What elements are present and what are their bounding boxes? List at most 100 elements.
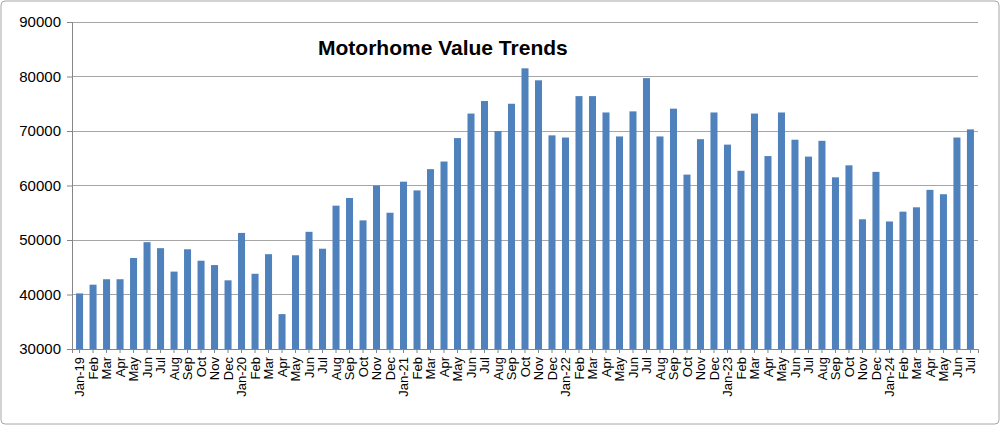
- chart: 30000400005000060000700008000090000Jan-1…: [0, 0, 1000, 425]
- bar: [589, 96, 596, 349]
- bar: [117, 279, 124, 349]
- bar: [656, 136, 663, 349]
- x-tick-mark: [336, 349, 337, 353]
- x-tick-mark: [592, 349, 593, 353]
- y-axis-line: [67, 23, 73, 350]
- bar: [279, 314, 286, 349]
- x-tick-mark: [268, 349, 269, 353]
- x-tick-mark: [754, 349, 755, 353]
- bar: [400, 182, 407, 349]
- y-tick-mark: [67, 240, 72, 241]
- y-tick-label: 90000: [19, 13, 61, 30]
- y-tick: 70000: [19, 122, 72, 139]
- plot: 30000400005000060000700008000090000Jan-1…: [19, 13, 978, 396]
- bar: [818, 141, 825, 349]
- x-tick-mark: [781, 349, 782, 353]
- x-tick-mark: [673, 349, 674, 353]
- bars: [76, 68, 974, 349]
- x-tick-mark: [228, 349, 229, 353]
- x-tick-mark: [498, 349, 499, 353]
- x-tick-mark: [551, 349, 552, 353]
- bar: [76, 293, 83, 349]
- x-tick-mark: [282, 349, 283, 353]
- bar: [306, 232, 313, 349]
- x-tick-mark: [160, 349, 161, 353]
- x-tick-mark: [794, 349, 795, 353]
- x-tick-mark: [538, 349, 539, 353]
- bar: [737, 171, 744, 349]
- x-tick-mark: [106, 349, 107, 353]
- x-tick-mark: [889, 349, 890, 353]
- y-tick-label: 40000: [19, 286, 61, 303]
- x-tick-mark: [93, 349, 94, 353]
- x-tick-mark: [201, 349, 202, 353]
- bar: [764, 156, 771, 349]
- x-tick-mark: [848, 349, 849, 353]
- y-tick-label: 70000: [19, 122, 61, 139]
- x-tick-mark: [214, 349, 215, 353]
- bar: [616, 136, 623, 349]
- x-tick-mark: [565, 349, 566, 353]
- x-tick-mark: [808, 349, 809, 353]
- bar: [481, 101, 488, 349]
- y-tick-mark: [67, 77, 72, 78]
- y-tick: 40000: [19, 286, 72, 303]
- bar: [926, 190, 933, 349]
- y-tick-mark: [67, 22, 72, 23]
- y-tick: 30000: [19, 340, 72, 357]
- bar: [292, 255, 299, 349]
- x-tick-mark: [187, 349, 188, 353]
- bar: [454, 138, 461, 349]
- bar: [211, 265, 218, 349]
- bar: [130, 258, 137, 349]
- bar: [832, 177, 839, 349]
- x-tick-mark: [970, 349, 971, 353]
- x-tick-mark: [309, 349, 310, 353]
- x-tick-mark: [821, 349, 822, 353]
- bar: [265, 254, 272, 349]
- bar: [859, 219, 866, 349]
- y-tick-label: 80000: [19, 68, 61, 85]
- bar: [157, 248, 164, 349]
- x-tick-mark: [295, 349, 296, 353]
- x-tick-mark: [632, 349, 633, 353]
- bar: [373, 186, 380, 350]
- x-tick-mark: [578, 349, 579, 353]
- bar: [953, 138, 960, 349]
- x-tick-mark: [133, 349, 134, 353]
- bar: [778, 112, 785, 349]
- bar: [535, 80, 542, 349]
- bar: [346, 198, 353, 349]
- x-tick-mark: [390, 349, 391, 353]
- bar: [710, 112, 717, 349]
- x-tick-mark: [916, 349, 917, 353]
- bar: [872, 172, 879, 349]
- bar: [697, 139, 704, 349]
- bar: [521, 68, 528, 349]
- x-tick-mark: [619, 349, 620, 353]
- x-tick-mark: [255, 349, 256, 353]
- bar: [427, 169, 434, 349]
- x-tick-mark: [430, 349, 431, 353]
- x-tick-mark: [727, 349, 728, 353]
- y-tick: 60000: [19, 177, 72, 194]
- grid-line: [72, 22, 978, 23]
- x-tick-mark: [376, 349, 377, 353]
- x-tick-mark: [525, 349, 526, 353]
- bar: [940, 194, 947, 349]
- x-axis-line: [73, 350, 979, 354]
- x-tick-mark: [902, 349, 903, 353]
- bar: [333, 206, 340, 349]
- y-tick: 80000: [19, 68, 72, 85]
- y-tick-mark: [67, 131, 72, 132]
- y-tick-mark: [67, 186, 72, 187]
- x-tick-mark: [471, 349, 472, 353]
- y-tick-label: 30000: [19, 340, 61, 357]
- x-tick-mark: [686, 349, 687, 353]
- x-tick-mark: [120, 349, 121, 353]
- x-tick-mark: [174, 349, 175, 353]
- bar: [575, 96, 582, 349]
- bar: [360, 220, 367, 349]
- x-tick-mark: [929, 349, 930, 353]
- bar: [629, 111, 636, 349]
